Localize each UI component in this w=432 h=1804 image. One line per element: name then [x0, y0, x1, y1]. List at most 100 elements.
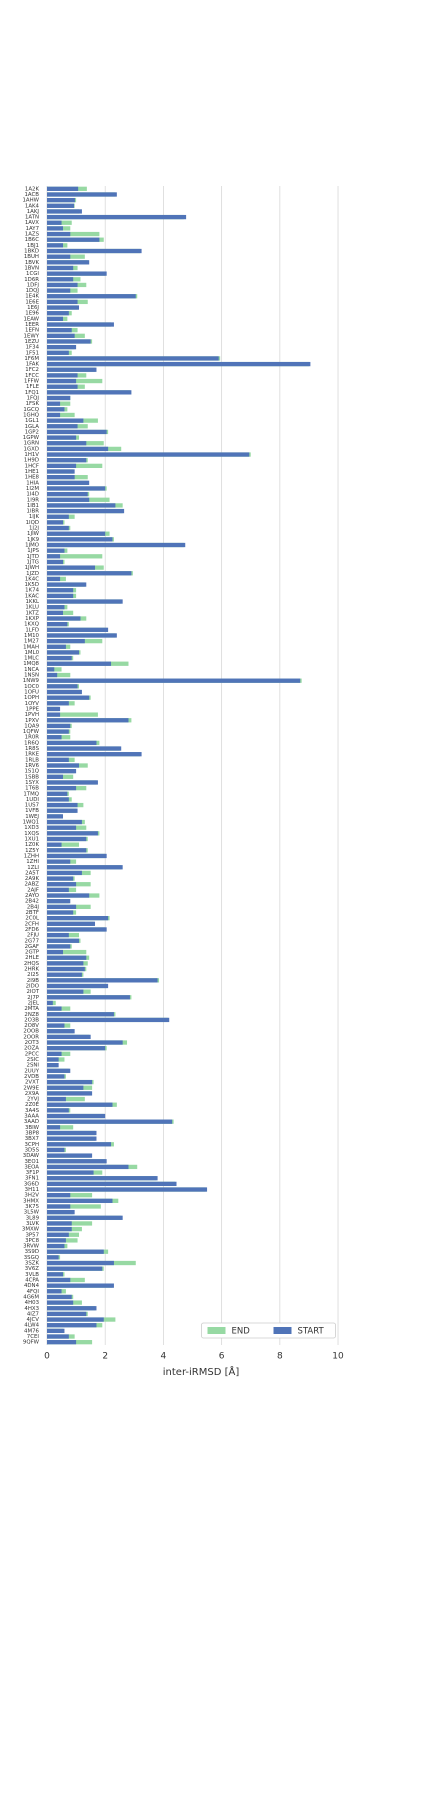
y-tick-label: 1FAK — [26, 362, 40, 368]
y-tick-label: 2IDO — [26, 983, 39, 989]
y-tick-label: 2OOR — [23, 1034, 39, 1040]
y-tick-label: 2I9B — [27, 978, 39, 984]
y-tick-label: 1M27 — [24, 639, 39, 645]
bar — [47, 1300, 74, 1305]
bar — [47, 927, 107, 932]
bar — [47, 695, 90, 700]
bar — [47, 452, 250, 457]
y-tick-label: 1Z5Y — [25, 848, 40, 854]
bar — [47, 475, 75, 480]
x-axis-label: inter-iRMSD [Å] — [163, 1365, 240, 1378]
y-tick-label: 3SGQ — [24, 1255, 39, 1261]
y-tick-label: 3F1P — [26, 1170, 40, 1176]
y-tick-label: 2VXT — [25, 1080, 40, 1086]
bar — [47, 367, 97, 372]
bar — [47, 1170, 94, 1175]
y-tick-label: 1ZHH — [24, 853, 39, 859]
y-tick-label: 2HQS — [24, 961, 40, 967]
bar — [47, 599, 123, 604]
bar — [47, 588, 74, 593]
y-tick-label: 1HCF — [25, 463, 39, 469]
bar — [47, 316, 64, 322]
bar — [47, 435, 77, 440]
bar — [47, 1260, 114, 1266]
bar — [47, 305, 80, 310]
x-tick-label: 2 — [102, 1352, 108, 1362]
y-tick-label: 1KXQ — [24, 622, 39, 628]
y-tick-label: 2GAF — [25, 944, 39, 950]
bar — [47, 802, 78, 808]
y-tick-label: 2A9K — [25, 876, 40, 882]
bar — [47, 740, 97, 746]
bar — [47, 1159, 107, 1164]
y-tick-label: 1XD3 — [24, 825, 39, 831]
bar — [47, 514, 69, 519]
y-tick-label: 4G6M — [23, 1294, 39, 1300]
bar — [47, 689, 82, 695]
bar — [47, 299, 78, 305]
bar — [47, 231, 100, 237]
y-tick-label: 1K4C — [25, 576, 39, 582]
bar — [47, 701, 69, 706]
bar — [47, 1085, 84, 1090]
bar — [47, 769, 77, 774]
bar — [47, 350, 69, 355]
bar — [47, 559, 64, 565]
y-tick-label: 1F51 — [26, 350, 39, 356]
y-tick-label: 1KTZ — [25, 610, 39, 616]
y-tick-label: 1BVN — [24, 265, 39, 271]
y-tick-label: 1R8S — [25, 746, 40, 752]
bar — [47, 1074, 65, 1079]
y-tick-label: 1Z0K — [25, 842, 40, 848]
bar — [47, 1289, 62, 1294]
bar — [47, 1238, 66, 1243]
bar — [47, 1232, 69, 1237]
y-tick-label: 1UDI — [26, 797, 40, 803]
y-tick-label: 3BIW — [25, 1125, 40, 1131]
y-tick-label: 2X9A — [25, 1091, 40, 1097]
bar — [47, 412, 61, 418]
bar — [47, 1328, 65, 1334]
y-tick-label: 2HRK — [24, 967, 39, 973]
y-tick-label: 1JMO — [25, 543, 39, 549]
y-tick-label: 9QFW — [23, 1340, 40, 1346]
bar — [47, 1215, 123, 1220]
y-tick-label: 1ML0 — [24, 650, 39, 656]
y-tick-label: 1K5D — [24, 582, 39, 588]
bar — [47, 638, 85, 644]
y-tick-label: 3A4S — [25, 1108, 40, 1114]
y-tick-label: 2FJU — [27, 933, 39, 939]
bar — [47, 955, 87, 960]
bar — [47, 938, 80, 943]
bar — [47, 395, 71, 401]
y-tick-label: 1CGI — [26, 271, 39, 277]
bar — [47, 853, 107, 859]
bar — [47, 1255, 59, 1260]
y-tick-label: 1AY7 — [26, 226, 39, 232]
bar — [47, 214, 187, 220]
bar — [47, 752, 142, 757]
y-tick-label: 1MQ8 — [23, 661, 39, 667]
bar — [47, 966, 85, 972]
bar — [47, 288, 71, 293]
bar — [47, 565, 96, 570]
x-tick-label: 6 — [219, 1352, 225, 1362]
bar — [47, 1006, 62, 1011]
bar — [47, 831, 98, 836]
y-tick-label: 1MAH — [23, 644, 39, 650]
y-tick-label: 1FSK — [26, 401, 40, 407]
bar — [47, 718, 129, 723]
y-tick-label: 1DFJ — [27, 282, 40, 288]
y-tick-label: 2GTP — [25, 950, 40, 956]
bar — [47, 893, 90, 898]
legend-swatch — [207, 1327, 226, 1334]
legend-swatch — [273, 1327, 292, 1334]
y-tick-label: 3D5S — [25, 1147, 40, 1153]
y-tick-label: 1F6M — [24, 356, 39, 362]
y-tick-label: 2A5T — [25, 870, 40, 876]
y-tick-label: 1GRN — [24, 441, 39, 447]
legend-box — [201, 1322, 336, 1339]
y-tick-label: 1ZHI — [26, 859, 39, 865]
y-tick-label: 1NW9 — [23, 678, 40, 684]
bar — [47, 254, 71, 259]
